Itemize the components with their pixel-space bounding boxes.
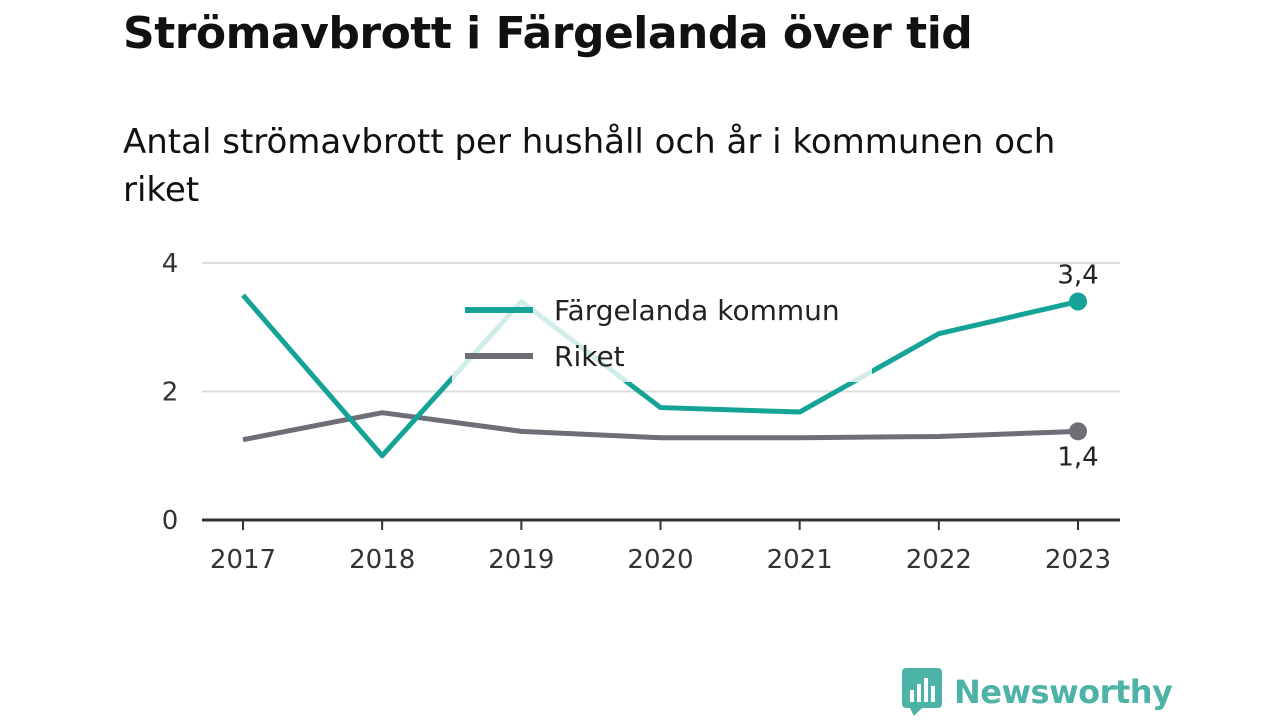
series-end-point-1 bbox=[1069, 422, 1087, 441]
y-tick-label: 4 bbox=[162, 249, 179, 279]
y-tick-label: 2 bbox=[162, 378, 179, 408]
x-tick-label: 2018 bbox=[349, 545, 415, 575]
chart-title: Strömavbrott i Färgelanda över tid bbox=[123, 8, 973, 59]
brand-logo: Newsworthy bbox=[902, 668, 1173, 716]
series-line-1 bbox=[242, 410, 1079, 443]
x-tick-label: 2023 bbox=[1045, 545, 1111, 575]
data-label-end: 1,4 bbox=[1057, 442, 1098, 472]
legend-label: Färgelanda kommun bbox=[554, 294, 840, 327]
x-tick-label: 2019 bbox=[488, 545, 554, 575]
x-tick-label: 2021 bbox=[767, 545, 833, 575]
brand-name: Newsworthy bbox=[954, 673, 1173, 711]
legend-label: Riket bbox=[554, 340, 625, 373]
x-tick-label: 2020 bbox=[627, 545, 693, 575]
series-end-point-0 bbox=[1069, 292, 1087, 311]
x-tick-label: 2017 bbox=[210, 545, 276, 575]
x-tick-label: 2022 bbox=[906, 545, 972, 575]
newsworthy-logo-icon bbox=[902, 668, 942, 716]
series-line-0 bbox=[241, 293, 1079, 459]
legend-background bbox=[452, 286, 872, 382]
y-tick-label: 0 bbox=[162, 506, 179, 536]
data-label-end: 3,4 bbox=[1057, 261, 1098, 291]
chart-subtitle: Antal strömavbrott per hushåll och år i … bbox=[123, 122, 1056, 210]
